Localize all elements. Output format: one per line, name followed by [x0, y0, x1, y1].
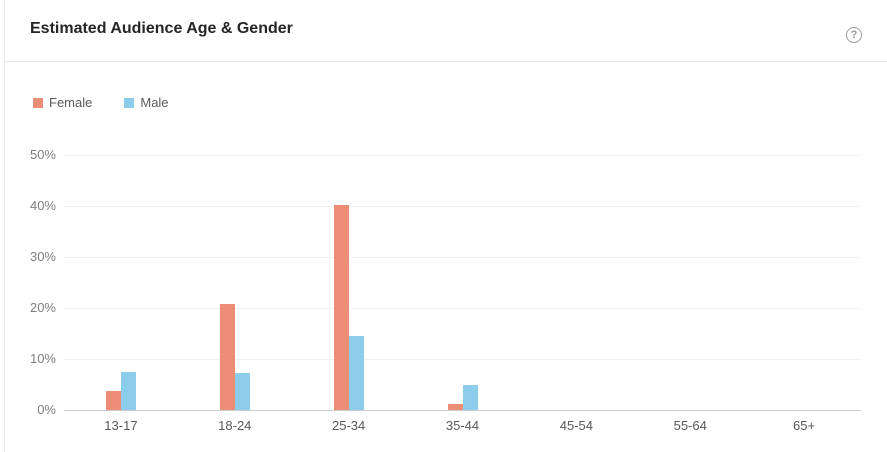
x-axis-label-25-34: 25-34: [332, 418, 366, 433]
legend-swatch-female: [33, 97, 43, 108]
x-axis-label-35-44: 35-44: [445, 418, 480, 433]
bar-group-18-24: [219, 303, 250, 410]
category-column-55-64: [633, 155, 747, 410]
card-left-border: [4, 0, 5, 452]
y-axis-tick-20-: 20%: [29, 300, 56, 315]
gridline-20-: [64, 308, 861, 309]
category-column-25-34: [292, 155, 406, 410]
gridline-30-: [64, 257, 861, 258]
bar-female-18-24[interactable]: [219, 303, 235, 410]
help-icon[interactable]: ?: [846, 27, 862, 43]
chart-legend: Female Male: [33, 95, 169, 110]
y-axis-tick-50-: 50%: [29, 147, 56, 162]
x-axis-label-45-54: 45-54: [559, 418, 593, 433]
bar-female-25-34[interactable]: [333, 204, 349, 410]
category-column-65+: [747, 155, 861, 410]
legend-item-male[interactable]: Male: [124, 95, 169, 110]
bar-group-13-17: [105, 372, 136, 410]
legend-item-female[interactable]: Female: [33, 95, 92, 110]
gridline-40-: [64, 206, 861, 207]
x-axis-label-55-64: 55-64: [673, 418, 707, 433]
bar-group-35-44: [447, 385, 478, 410]
category-column-35-44: [406, 155, 520, 410]
y-axis-tick-10-: 10%: [29, 351, 56, 366]
gridline-50-: [64, 155, 861, 156]
card-title: Estimated Audience Age & Gender: [30, 20, 293, 37]
x-axis-line: [64, 410, 861, 411]
category-column-13-17: [64, 155, 178, 410]
x-axis-label-65+: 65+: [793, 418, 816, 433]
bar-female-13-17[interactable]: [105, 391, 121, 410]
category-column-45-54: [519, 155, 633, 410]
card-header: Estimated Audience Age & Gender: [5, 0, 887, 62]
bar-group-25-34: [333, 204, 364, 410]
y-axis-tick-40-: 40%: [29, 198, 56, 213]
bar-male-13-17[interactable]: [120, 372, 136, 410]
x-axis: 13-17 18-24 25-34 35-44 45-54 55-64 65+: [64, 418, 861, 433]
chart-plot-area: [64, 155, 861, 411]
legend-label-male: Male: [140, 95, 169, 110]
y-axis-tick-30-: 30%: [29, 249, 56, 264]
x-axis-label-13-17: 13-17: [104, 418, 138, 433]
bar-female-35-44[interactable]: [447, 403, 463, 410]
y-axis-tick-0-: 0%: [37, 402, 56, 417]
bar-male-18-24[interactable]: [234, 372, 250, 410]
category-column-18-24: [178, 155, 292, 410]
bar-male-35-44[interactable]: [462, 385, 478, 410]
legend-label-female: Female: [49, 95, 93, 110]
x-axis-label-18-24: 18-24: [218, 418, 252, 433]
legend-swatch-male: [124, 97, 135, 108]
gridline-10-: [64, 359, 861, 360]
bar-male-25-34[interactable]: [348, 335, 364, 410]
